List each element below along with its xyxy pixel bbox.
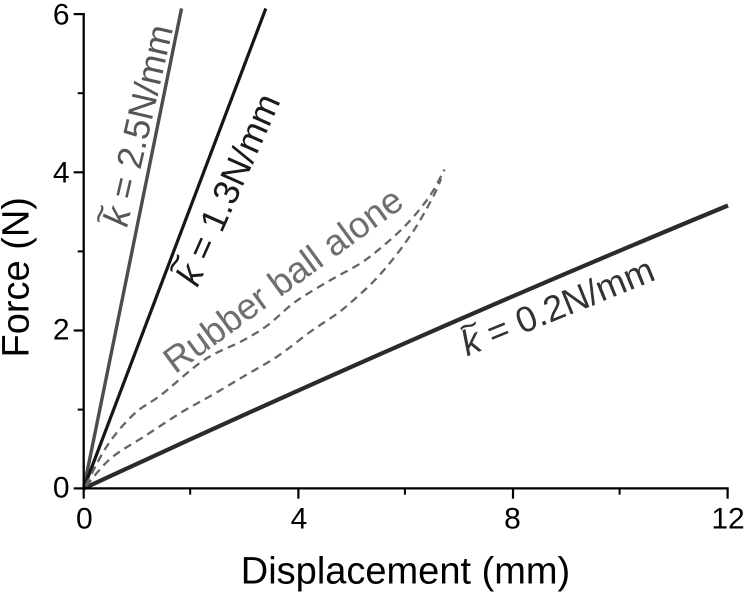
svg-text:4: 4 xyxy=(291,503,308,536)
svg-text:12: 12 xyxy=(711,503,744,536)
svg-text:0: 0 xyxy=(53,471,70,504)
svg-text:Displacement (mm): Displacement (mm) xyxy=(241,551,570,592)
svg-text:Force (N): Force (N) xyxy=(0,197,37,357)
svg-text:8: 8 xyxy=(504,503,521,536)
svg-text:0: 0 xyxy=(76,503,93,536)
svg-text:6: 6 xyxy=(53,0,70,32)
svg-text:2: 2 xyxy=(53,314,70,347)
svg-text:4: 4 xyxy=(53,157,70,190)
